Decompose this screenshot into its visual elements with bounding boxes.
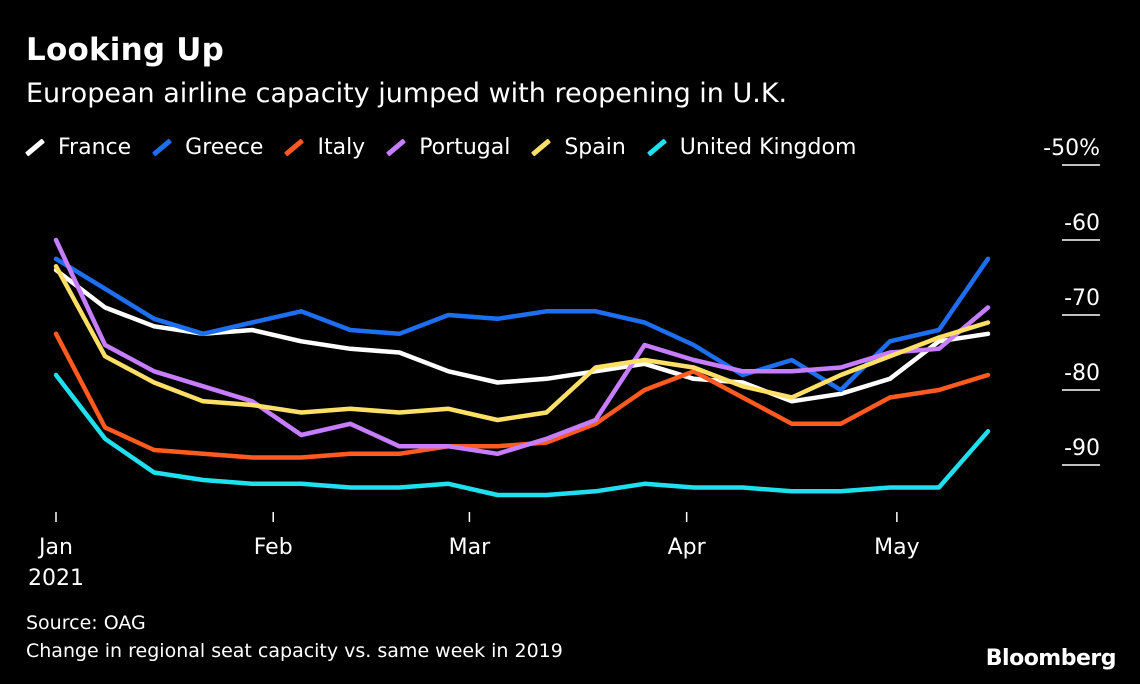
- legend-label: Italy: [317, 134, 366, 160]
- series-line-italy: [53, 331, 991, 460]
- series-line-greece: [53, 256, 991, 393]
- legend-item-france: France: [24, 135, 131, 160]
- footnote: Change in regional seat capacity vs. sam…: [26, 640, 563, 662]
- legend-item-greece: Greece: [151, 135, 263, 160]
- legend-label: Portugal: [419, 134, 511, 160]
- legend-label: Spain: [564, 134, 626, 160]
- legend-label: United Kingdom: [679, 134, 857, 160]
- chart-legend: France Greece Italy Portugal Spain United Kin…: [24, 132, 876, 162]
- legend-label: Greece: [185, 134, 264, 160]
- chart-subtitle: European airline capacity jumped with re…: [26, 78, 788, 109]
- legend-item-spain: Spain: [530, 134, 626, 160]
- x-tick-label: Feb: [254, 535, 293, 560]
- x-tick-label: Jan: [37, 535, 73, 560]
- y-tick-label: -90: [1064, 436, 1100, 461]
- legend-item-italy: Italy: [283, 135, 365, 160]
- y-tick-label: -60: [1064, 211, 1100, 236]
- legend-label: France: [58, 134, 132, 160]
- x-tick-label: Apr: [668, 535, 707, 560]
- source-note: Source: OAG: [26, 612, 146, 634]
- x-tick-label: May: [874, 535, 919, 560]
- legend-item-united-kingdom: United Kingdom: [646, 134, 857, 160]
- y-tick-label: -80: [1064, 361, 1100, 386]
- chart-title: Looking Up: [26, 32, 225, 68]
- x-tick-label: Mar: [449, 535, 491, 560]
- series-line-spain: [53, 264, 991, 423]
- y-tick-label: -70: [1064, 286, 1100, 311]
- y-tick-label: -50%: [1043, 136, 1100, 161]
- series-line-united-kingdom: [53, 372, 991, 498]
- series-line-portugal: [53, 237, 991, 457]
- x-tick-sublabel: 2021: [28, 566, 84, 591]
- bloomberg-logo: Bloomberg: [985, 646, 1117, 671]
- legend-item-portugal: Portugal: [385, 135, 510, 160]
